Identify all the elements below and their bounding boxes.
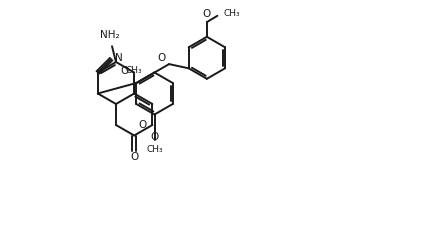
Text: O: O [130, 152, 138, 162]
Text: O: O [203, 9, 211, 19]
Text: CH₃: CH₃ [223, 9, 240, 18]
Text: O: O [158, 53, 166, 63]
Text: NH₂: NH₂ [100, 30, 120, 40]
Text: CH₃: CH₃ [126, 66, 143, 75]
Text: O: O [138, 120, 146, 130]
Text: N: N [115, 53, 123, 63]
Text: O: O [150, 132, 159, 142]
Text: O: O [120, 66, 128, 77]
Text: CH₃: CH₃ [146, 145, 163, 154]
